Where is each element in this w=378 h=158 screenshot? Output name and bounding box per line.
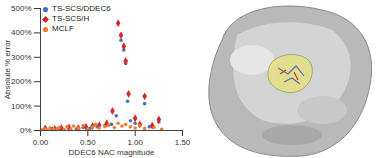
svg-text:0.00: 0.00: [33, 138, 49, 147]
svg-text:DDEC6 NAC magnitude: DDEC6 NAC magnitude: [69, 148, 155, 157]
html-text:MCLF: MCLF: [52, 24, 74, 33]
svg-text:1.50: 1.50: [175, 138, 191, 147]
svg-text:0.50: 0.50: [80, 138, 96, 147]
svg-text:1.00: 1.00: [127, 138, 143, 147]
svg-text:500%: 500%: [11, 4, 31, 13]
svg-text:400%: 400%: [11, 28, 31, 37]
svg-text:300%: 300%: [11, 53, 31, 62]
svg-text:100%: 100%: [11, 102, 31, 111]
html-text:TS-SCS/DDEC6: TS-SCS/DDEC6: [52, 4, 111, 13]
svg-text:0%: 0%: [20, 126, 32, 135]
svg-text:Absolute % error: Absolute % error: [3, 39, 12, 99]
svg-text:200%: 200%: [11, 77, 31, 86]
html-text:TS-SCS/H: TS-SCS/H: [52, 14, 90, 23]
